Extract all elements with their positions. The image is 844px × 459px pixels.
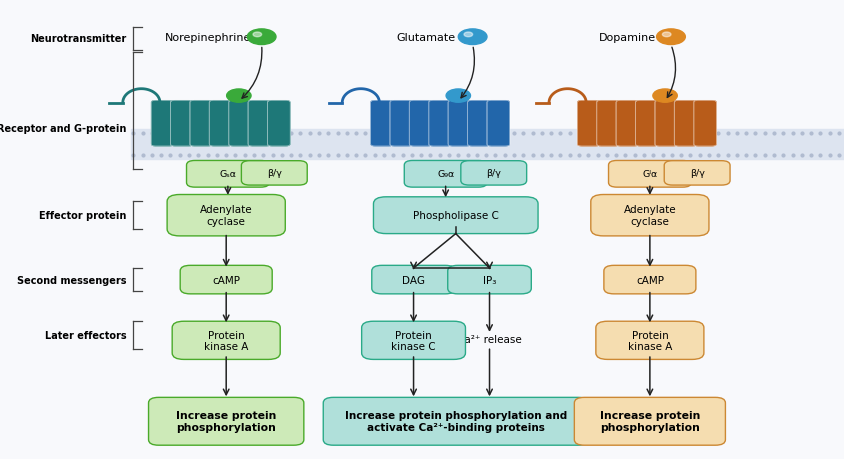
FancyBboxPatch shape bbox=[655, 101, 678, 147]
FancyBboxPatch shape bbox=[597, 101, 619, 147]
FancyBboxPatch shape bbox=[241, 161, 307, 185]
Text: Increase protein
phosphorylation: Increase protein phosphorylation bbox=[176, 411, 276, 432]
Circle shape bbox=[653, 90, 677, 103]
FancyBboxPatch shape bbox=[468, 101, 490, 147]
Text: Gₛα: Gₛα bbox=[219, 170, 236, 179]
FancyBboxPatch shape bbox=[448, 101, 471, 147]
FancyBboxPatch shape bbox=[674, 101, 697, 147]
Text: β/γ: β/γ bbox=[267, 169, 282, 178]
Text: Neurotransmitter: Neurotransmitter bbox=[30, 34, 127, 44]
Circle shape bbox=[446, 90, 470, 103]
FancyBboxPatch shape bbox=[268, 101, 290, 147]
Text: G₉α: G₉α bbox=[437, 170, 454, 179]
Text: Increase protein
phosphorylation: Increase protein phosphorylation bbox=[600, 411, 700, 432]
Circle shape bbox=[458, 30, 487, 45]
Text: cAMP: cAMP bbox=[212, 275, 241, 285]
Text: Adenylate
cyclase: Adenylate cyclase bbox=[624, 205, 676, 226]
Text: DAG: DAG bbox=[402, 275, 425, 285]
FancyBboxPatch shape bbox=[248, 101, 271, 147]
FancyBboxPatch shape bbox=[636, 101, 658, 147]
FancyBboxPatch shape bbox=[371, 101, 393, 147]
Circle shape bbox=[253, 33, 262, 38]
Text: cAMP: cAMP bbox=[636, 275, 664, 285]
FancyBboxPatch shape bbox=[604, 266, 696, 294]
FancyBboxPatch shape bbox=[596, 321, 704, 360]
FancyBboxPatch shape bbox=[149, 397, 304, 445]
Text: Effector protein: Effector protein bbox=[39, 211, 127, 221]
FancyBboxPatch shape bbox=[190, 101, 213, 147]
Circle shape bbox=[227, 90, 251, 103]
Text: Ca²⁺ release: Ca²⁺ release bbox=[457, 335, 522, 345]
FancyBboxPatch shape bbox=[323, 397, 588, 445]
FancyBboxPatch shape bbox=[609, 161, 691, 188]
FancyBboxPatch shape bbox=[577, 101, 600, 147]
Text: β/γ: β/γ bbox=[690, 169, 705, 178]
FancyBboxPatch shape bbox=[151, 101, 174, 147]
Circle shape bbox=[464, 33, 473, 38]
Text: β/γ: β/γ bbox=[486, 169, 501, 178]
FancyBboxPatch shape bbox=[616, 101, 639, 147]
FancyBboxPatch shape bbox=[409, 101, 432, 147]
Text: IP₃: IP₃ bbox=[483, 275, 496, 285]
FancyBboxPatch shape bbox=[447, 266, 532, 294]
Circle shape bbox=[657, 30, 685, 45]
FancyBboxPatch shape bbox=[209, 101, 232, 147]
Text: Norepinephrine: Norepinephrine bbox=[165, 33, 251, 43]
FancyBboxPatch shape bbox=[229, 101, 252, 147]
FancyBboxPatch shape bbox=[591, 195, 709, 236]
Text: Increase protein phosphorylation and
activate Ca²⁺-binding proteins: Increase protein phosphorylation and act… bbox=[344, 411, 567, 432]
FancyBboxPatch shape bbox=[694, 101, 717, 147]
Text: Gᴵα: Gᴵα bbox=[642, 170, 657, 179]
FancyBboxPatch shape bbox=[574, 397, 725, 445]
Text: Adenylate
cyclase: Adenylate cyclase bbox=[200, 205, 252, 226]
FancyBboxPatch shape bbox=[170, 101, 193, 147]
FancyBboxPatch shape bbox=[404, 161, 487, 188]
FancyBboxPatch shape bbox=[172, 321, 280, 360]
Text: Later effectors: Later effectors bbox=[45, 330, 127, 340]
Text: Protein
kinase A: Protein kinase A bbox=[204, 330, 248, 351]
Text: Protein
kinase A: Protein kinase A bbox=[628, 330, 672, 351]
FancyBboxPatch shape bbox=[181, 266, 272, 294]
FancyBboxPatch shape bbox=[374, 197, 538, 234]
Text: Glutamate: Glutamate bbox=[397, 33, 456, 43]
FancyBboxPatch shape bbox=[487, 101, 510, 147]
Circle shape bbox=[247, 30, 276, 45]
Text: Phospholipase C: Phospholipase C bbox=[413, 211, 499, 221]
FancyBboxPatch shape bbox=[461, 161, 527, 185]
Text: Receptor and G-protein: Receptor and G-protein bbox=[0, 123, 127, 134]
Circle shape bbox=[663, 33, 671, 38]
FancyBboxPatch shape bbox=[187, 161, 269, 188]
FancyBboxPatch shape bbox=[664, 161, 730, 185]
Text: Second messengers: Second messengers bbox=[17, 275, 127, 285]
FancyBboxPatch shape bbox=[167, 195, 285, 236]
Text: Dopamine: Dopamine bbox=[599, 33, 657, 43]
FancyBboxPatch shape bbox=[390, 101, 413, 147]
Text: Protein
kinase C: Protein kinase C bbox=[392, 330, 436, 351]
FancyBboxPatch shape bbox=[371, 266, 456, 294]
FancyBboxPatch shape bbox=[362, 321, 466, 360]
FancyBboxPatch shape bbox=[429, 101, 452, 147]
